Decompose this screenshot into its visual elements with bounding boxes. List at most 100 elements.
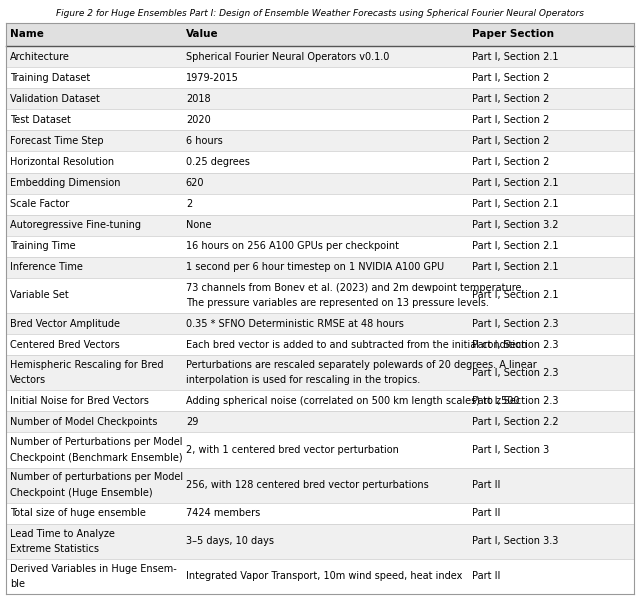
Text: Part I, Section 2.1: Part I, Section 2.1 <box>472 242 558 251</box>
Text: Figure 2 for Huge Ensembles Part I: Design of Ensemble Weather Forecasts using S: Figure 2 for Huge Ensembles Part I: Desi… <box>56 9 584 18</box>
Text: Inference Time: Inference Time <box>10 263 83 273</box>
Text: 29: 29 <box>186 417 198 427</box>
Text: Lead Time to Analyze: Lead Time to Analyze <box>10 529 115 539</box>
Bar <box>6 130 634 151</box>
Text: Autoregressive Fine-tuning: Autoregressive Fine-tuning <box>10 220 141 230</box>
Text: Validation Dataset: Validation Dataset <box>10 94 100 104</box>
Text: 2: 2 <box>186 199 192 209</box>
Text: Derived Variables in Huge Ensem-: Derived Variables in Huge Ensem- <box>10 564 177 574</box>
Text: Part II: Part II <box>472 480 500 490</box>
Text: Part I, Section 3.2: Part I, Section 3.2 <box>472 220 558 230</box>
Text: 1979-2015: 1979-2015 <box>186 73 239 83</box>
Text: 2018: 2018 <box>186 94 211 104</box>
Bar <box>6 194 634 215</box>
Bar <box>6 46 634 67</box>
Text: 0.35 * SFNO Deterministic RMSE at 48 hours: 0.35 * SFNO Deterministic RMSE at 48 hou… <box>186 319 404 328</box>
Text: Hemispheric Rescaling for Bred: Hemispheric Rescaling for Bred <box>10 360 163 370</box>
Text: Part I, Section 2.1: Part I, Section 2.1 <box>472 51 558 62</box>
Bar <box>6 355 634 390</box>
Text: interpolation is used for rescaling in the tropics.: interpolation is used for rescaling in t… <box>186 376 420 385</box>
Text: Centered Bred Vectors: Centered Bred Vectors <box>10 340 120 350</box>
Text: Part I, Section 2: Part I, Section 2 <box>472 136 549 146</box>
Bar <box>6 334 634 355</box>
Text: Embedding Dimension: Embedding Dimension <box>10 178 120 188</box>
Bar <box>6 503 634 524</box>
Text: 256, with 128 centered bred vector perturbations: 256, with 128 centered bred vector pertu… <box>186 480 429 490</box>
Text: Part I, Section 3: Part I, Section 3 <box>472 445 549 455</box>
Bar <box>6 468 634 503</box>
Bar <box>6 313 634 334</box>
Text: Checkpoint (Huge Ensemble): Checkpoint (Huge Ensemble) <box>10 488 152 498</box>
Text: 1 second per 6 hour timestep on 1 NVIDIA A100 GPU: 1 second per 6 hour timestep on 1 NVIDIA… <box>186 263 444 273</box>
Text: Integrated Vapor Transport, 10m wind speed, heat index: Integrated Vapor Transport, 10m wind spe… <box>186 572 462 581</box>
Bar <box>6 236 634 257</box>
Text: 73 channels from Bonev et al. (2023) and 2m dewpoint temperature.: 73 channels from Bonev et al. (2023) and… <box>186 283 524 293</box>
Text: Variable Set: Variable Set <box>10 291 68 300</box>
Text: Paper Section: Paper Section <box>472 29 554 39</box>
Text: Architecture: Architecture <box>10 51 70 62</box>
Text: Perturbations are rescaled separately polewards of 20 degrees. A linear: Perturbations are rescaled separately po… <box>186 360 536 370</box>
Text: Checkpoint (Benchmark Ensemble): Checkpoint (Benchmark Ensemble) <box>10 453 182 463</box>
Text: Test Dataset: Test Dataset <box>10 115 71 125</box>
Text: Part I, Section 2.1: Part I, Section 2.1 <box>472 199 558 209</box>
Text: Forecast Time Step: Forecast Time Step <box>10 136 104 146</box>
Text: Part I, Section 2.3: Part I, Section 2.3 <box>472 396 558 406</box>
Text: Horizontal Resolution: Horizontal Resolution <box>10 157 114 167</box>
Text: 3–5 days, 10 days: 3–5 days, 10 days <box>186 536 274 547</box>
Bar <box>6 215 634 236</box>
Bar <box>6 559 634 594</box>
Text: Part II: Part II <box>472 572 500 581</box>
Text: Vectors: Vectors <box>10 376 46 385</box>
Text: Scale Factor: Scale Factor <box>10 199 69 209</box>
Text: Total size of huge ensemble: Total size of huge ensemble <box>10 508 146 518</box>
Text: The pressure variables are represented on 13 pressure levels.: The pressure variables are represented o… <box>186 298 489 308</box>
Text: 7424 members: 7424 members <box>186 508 260 518</box>
Text: Spherical Fourier Neural Operators v0.1.0: Spherical Fourier Neural Operators v0.1.… <box>186 51 389 62</box>
Text: Part I, Section 2: Part I, Section 2 <box>472 115 549 125</box>
Bar <box>6 109 634 130</box>
Text: Part II: Part II <box>472 508 500 518</box>
Bar <box>6 257 634 278</box>
Bar <box>6 89 634 109</box>
Bar <box>6 278 634 313</box>
Text: Initial Noise for Bred Vectors: Initial Noise for Bred Vectors <box>10 396 149 406</box>
Bar <box>6 67 634 89</box>
Text: Training Time: Training Time <box>10 242 76 251</box>
Bar <box>6 524 634 559</box>
Text: Part I, Section 2.1: Part I, Section 2.1 <box>472 263 558 273</box>
Text: Number of perturbations per Model: Number of perturbations per Model <box>10 472 183 483</box>
Text: 0.25 degrees: 0.25 degrees <box>186 157 250 167</box>
Bar <box>6 411 634 432</box>
Text: Part I, Section 2.1: Part I, Section 2.1 <box>472 291 558 300</box>
Text: Part I, Section 2.3: Part I, Section 2.3 <box>472 368 558 378</box>
Bar <box>6 390 634 411</box>
Text: 2020: 2020 <box>186 115 211 125</box>
Text: Part I, Section 3.3: Part I, Section 3.3 <box>472 536 558 547</box>
Text: Part I, Section 2.1: Part I, Section 2.1 <box>472 178 558 188</box>
Text: Training Dataset: Training Dataset <box>10 73 90 83</box>
Bar <box>6 173 634 194</box>
Text: 620: 620 <box>186 178 204 188</box>
Text: Extreme Statistics: Extreme Statistics <box>10 544 99 554</box>
Bar <box>6 432 634 468</box>
Text: Name: Name <box>10 29 44 39</box>
Text: Adding spherical noise (correlated on 500 km length scales) to z500: Adding spherical noise (correlated on 50… <box>186 396 519 406</box>
Text: 6 hours: 6 hours <box>186 136 223 146</box>
Text: Part I, Section 2: Part I, Section 2 <box>472 73 549 83</box>
Bar <box>6 23 634 46</box>
Text: None: None <box>186 220 211 230</box>
Text: Number of Model Checkpoints: Number of Model Checkpoints <box>10 417 157 427</box>
Text: Value: Value <box>186 29 218 39</box>
Text: 16 hours on 256 A100 GPUs per checkpoint: 16 hours on 256 A100 GPUs per checkpoint <box>186 242 399 251</box>
Text: Each bred vector is added to and subtracted from the initial condition: Each bred vector is added to and subtrac… <box>186 340 527 350</box>
Text: Part I, Section 2: Part I, Section 2 <box>472 94 549 104</box>
Text: Part I, Section 2.3: Part I, Section 2.3 <box>472 319 558 328</box>
Text: Part I, Section 2.3: Part I, Section 2.3 <box>472 340 558 350</box>
Bar <box>6 151 634 173</box>
Text: Part I, Section 2.2: Part I, Section 2.2 <box>472 417 558 427</box>
Text: Bred Vector Amplitude: Bred Vector Amplitude <box>10 319 120 328</box>
Text: Part I, Section 2: Part I, Section 2 <box>472 157 549 167</box>
Text: 2, with 1 centered bred vector perturbation: 2, with 1 centered bred vector perturbat… <box>186 445 399 455</box>
Text: Number of Perturbations per Model: Number of Perturbations per Model <box>10 437 182 447</box>
Text: ble: ble <box>10 579 25 589</box>
